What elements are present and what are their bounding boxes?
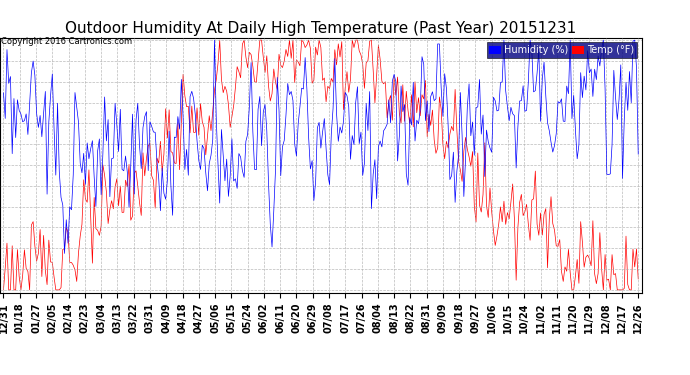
Title: Outdoor Humidity At Daily High Temperature (Past Year) 20151231: Outdoor Humidity At Daily High Temperatu… [66, 21, 576, 36]
Humidity (%) [175, 127, 184, 131]
Text: Copyright 2016 Cartronics.com: Copyright 2016 Cartronics.com [1, 38, 132, 46]
Temp (°F) [215, 38, 224, 42]
Line: Humidity (%): Humidity (%) [3, 40, 638, 254]
Humidity (%) [210, 38, 219, 42]
Legend: Humidity (%), Temp (°F): Humidity (%), Temp (°F) [486, 42, 637, 58]
Humidity (%) [256, 94, 264, 99]
Temp (°F) [134, 184, 142, 188]
Humidity (%) [0, 91, 8, 95]
Temp (°F) [0, 288, 8, 292]
Humidity (%) [61, 251, 69, 256]
Temp (°F) [174, 121, 182, 125]
Temp (°F) [545, 217, 553, 222]
Humidity (%) [259, 110, 268, 114]
Temp (°F) [254, 59, 262, 63]
Humidity (%) [608, 142, 616, 147]
Humidity (%) [547, 140, 555, 144]
Temp (°F) [634, 277, 642, 281]
Temp (°F) [607, 288, 615, 292]
Humidity (%) [634, 152, 642, 156]
Temp (°F) [257, 38, 266, 42]
Humidity (%) [135, 143, 144, 147]
Line: Temp (°F): Temp (°F) [3, 40, 638, 290]
